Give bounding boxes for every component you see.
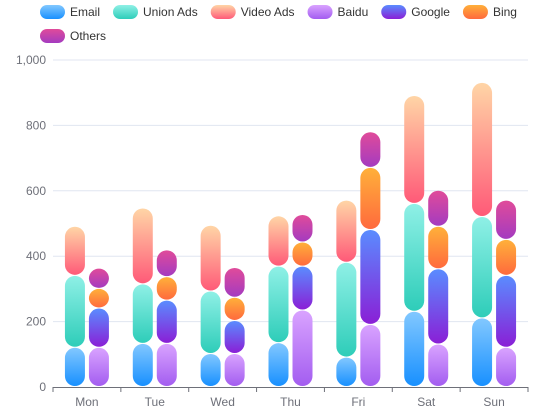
x-axis: Mon Tue Wed Thu Fri Sat Sun [52, 387, 529, 409]
bar-baidu-fri[interactable] [360, 324, 381, 386]
bar-baidu-sun[interactable] [496, 347, 517, 386]
legend-item-email[interactable]: Email [40, 5, 100, 19]
legend-item-google[interactable]: Google [381, 5, 450, 19]
bar-email-wed[interactable] [200, 353, 221, 386]
x-tick-label-sun: Sun [483, 395, 504, 409]
bar-bing-wed[interactable] [224, 297, 245, 320]
bar-union-ads-mon[interactable] [64, 275, 85, 347]
bar-email-tue[interactable] [132, 343, 153, 386]
bar-bing-fri[interactable] [360, 167, 381, 230]
legend-item-others[interactable]: Others [40, 29, 106, 43]
legend-swatch-video-ads [210, 5, 236, 19]
legend-item-bing[interactable]: Bing [462, 5, 517, 19]
legend-label-email: Email [70, 5, 100, 19]
bar-union-ads-tue[interactable] [132, 284, 153, 343]
legend-swatch-others [40, 29, 65, 43]
bar-union-ads-fri[interactable] [336, 262, 357, 357]
legend-label-google: Google [411, 5, 450, 19]
bar-email-mon[interactable] [64, 347, 85, 386]
bar-google-fri[interactable] [360, 230, 381, 324]
legend-swatch-union-ads [113, 5, 139, 19]
legend-label-video-ads: Video Ads [241, 5, 295, 19]
bar-google-sat[interactable] [428, 269, 449, 344]
bar-video-ads-sun[interactable] [472, 82, 493, 216]
bar-others-sun[interactable] [496, 200, 517, 239]
bar-video-ads-thu[interactable] [268, 216, 289, 266]
y-tick-label: 400 [26, 249, 46, 263]
bar-others-mon[interactable] [88, 268, 109, 288]
x-tick-label-wed: Wed [210, 395, 234, 409]
bar-union-ads-wed[interactable] [200, 291, 221, 353]
bar-others-thu[interactable] [292, 214, 313, 242]
legend-swatch-google [381, 5, 407, 19]
legend-swatch-bing [462, 5, 488, 19]
y-tick-label: 600 [26, 184, 46, 198]
bar-video-ads-tue[interactable] [132, 208, 153, 284]
chart-legend[interactable]: Email Union Ads Video Ads Baidu Google Bing Ot… [40, 5, 517, 43]
bar-video-ads-mon[interactable] [64, 226, 85, 275]
bar-email-thu[interactable] [268, 343, 289, 386]
x-tick-label-fri: Fri [351, 395, 365, 409]
bar-email-sat[interactable] [404, 311, 425, 386]
y-axis: 0 200 400 600 800 1,000 [16, 53, 46, 394]
bar-baidu-mon[interactable] [88, 347, 109, 386]
bar-google-wed[interactable] [224, 320, 245, 353]
bar-bing-thu[interactable] [292, 242, 313, 266]
bar-video-ads-fri[interactable] [336, 200, 357, 262]
bar-google-mon[interactable] [88, 308, 109, 347]
bar-others-wed[interactable] [224, 267, 245, 297]
bar-others-tue[interactable] [156, 250, 177, 277]
x-tick-label-mon: Mon [75, 395, 98, 409]
bars-area[interactable] [64, 82, 517, 386]
grid-lines [53, 59, 528, 323]
y-tick-label: 800 [26, 118, 46, 132]
y-tick-label: 1,000 [16, 53, 46, 67]
legend-label-others: Others [70, 29, 106, 43]
bar-google-thu[interactable] [292, 266, 313, 310]
legend-label-bing: Bing [493, 5, 517, 19]
x-tick-label-sat: Sat [417, 395, 436, 409]
bar-baidu-thu[interactable] [292, 310, 313, 386]
bar-bing-mon[interactable] [88, 288, 109, 308]
bar-union-ads-sat[interactable] [404, 203, 425, 311]
legend-item-video-ads[interactable]: Video Ads [210, 5, 295, 19]
legend-label-union-ads: Union Ads [143, 5, 198, 19]
legend-item-union-ads[interactable]: Union Ads [113, 5, 198, 19]
legend-item-baidu[interactable]: Baidu [307, 5, 369, 19]
bar-baidu-tue[interactable] [156, 343, 177, 386]
legend-label-baidu: Baidu [338, 5, 369, 19]
bar-email-sun[interactable] [472, 318, 493, 386]
bar-google-sun[interactable] [496, 275, 517, 347]
bar-email-fri[interactable] [336, 357, 357, 386]
bar-bing-sun[interactable] [496, 239, 517, 275]
bar-baidu-sat[interactable] [428, 344, 449, 386]
bar-union-ads-sun[interactable] [472, 216, 493, 318]
y-tick-label: 0 [39, 380, 46, 394]
bar-union-ads-thu[interactable] [268, 266, 289, 343]
bar-google-tue[interactable] [156, 300, 177, 343]
legend-swatch-baidu [307, 5, 333, 19]
y-tick-label: 200 [26, 315, 46, 329]
x-tick-label-tue: Tue [145, 395, 166, 409]
bar-bing-tue[interactable] [156, 277, 177, 300]
bar-others-sat[interactable] [428, 190, 449, 226]
bar-baidu-wed[interactable] [224, 353, 245, 386]
x-tick-label-thu: Thu [280, 395, 301, 409]
bar-video-ads-wed[interactable] [200, 225, 221, 291]
legend-swatch-email [40, 5, 65, 19]
bar-bing-sat[interactable] [428, 226, 449, 269]
bar-others-fri[interactable] [360, 132, 381, 167]
bar-video-ads-sat[interactable] [404, 95, 425, 203]
